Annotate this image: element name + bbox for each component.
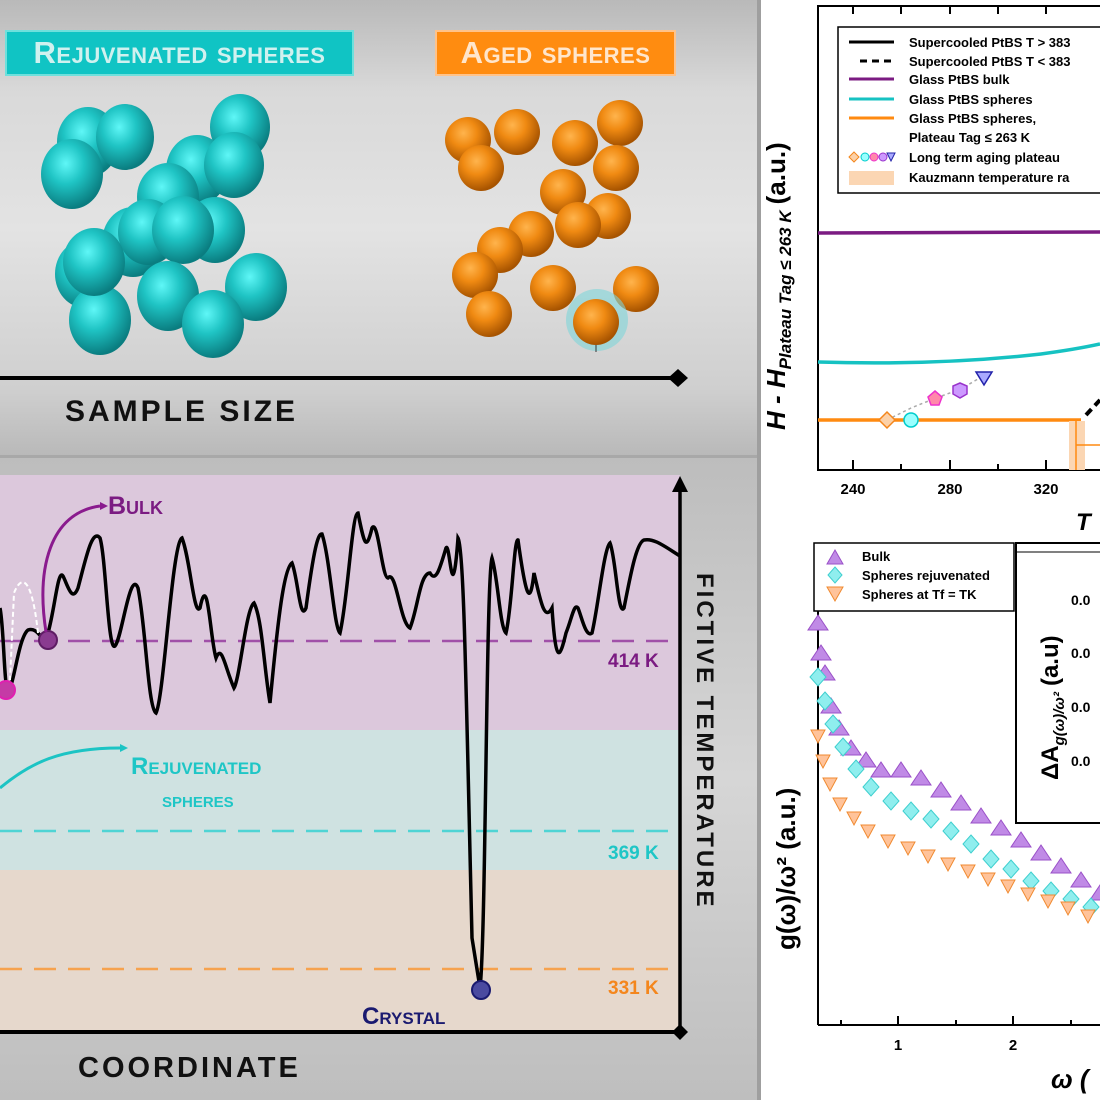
enthalpy-plot: Supercooled PtBS T > 383 Supercooled PtB…	[761, 5, 1100, 536]
sample-size-axis-title: SAMPLE SIZE	[65, 395, 299, 428]
inset-tick-1: 0.0	[1071, 645, 1091, 661]
inset-frame	[1015, 542, 1100, 824]
axis-end-diamond	[668, 369, 688, 387]
rejuvenated-spheres-label: Rejuvenated spheres	[5, 30, 354, 76]
legend-item-3: Glass PtBS spheres	[909, 92, 1033, 107]
energy-landscape-schematic: Bulk Rejuvenated spheres Crystal 414 K 3…	[0, 458, 757, 1100]
crystal-state-marker	[471, 980, 491, 1000]
rejuvenated-arrow	[0, 746, 121, 790]
top-ticks	[852, 6, 1047, 14]
aged-sphere-cluster	[445, 100, 659, 352]
legend-rejuvenated-marker	[827, 566, 843, 584]
vdos-chart: Bulk Spheres rejuvenated Spheres at Tf =…	[761, 540, 1100, 1100]
legend-item-0: Supercooled PtBS T > 383	[909, 35, 1070, 50]
vdos-plot: Bulk Spheres rejuvenated Spheres at Tf =…	[771, 542, 1100, 1094]
xtick-280: 280	[937, 481, 962, 498]
crystal-annotation: Crystal	[362, 1003, 446, 1030]
level-369-label: 369 K	[608, 843, 659, 864]
rejuvenated-sphere-cluster	[41, 94, 287, 358]
rejuvenated-state-marker	[0, 680, 16, 700]
bottom-ticks	[852, 460, 1047, 470]
aging-triangle-marker	[974, 371, 994, 387]
legend-aged: Spheres at Tf = TK	[862, 587, 977, 602]
legend-item-1: Supercooled PtBS T < 383	[909, 54, 1070, 69]
aged-band	[0, 870, 680, 1032]
vdos-legend-box	[813, 542, 1015, 612]
legend-item-2: Glass PtBS bulk	[909, 72, 1010, 87]
legend-box	[837, 26, 1100, 194]
svg-text:ΔAg(ω)/ω²(a.u): ΔAg(ω)/ω²(a.u)	[1037, 635, 1068, 780]
aging-circle-marker	[903, 412, 919, 428]
bulk-glass-line	[817, 230, 1100, 235]
inset-tick-2: 0.0	[1071, 699, 1091, 715]
svg-text:H - HPlateau Tag ≤ 263 K(a.u.): H - HPlateau Tag ≤ 263 K(a.u.)	[761, 142, 795, 430]
spheres-illustration	[0, 94, 688, 387]
xtick-240: 240	[840, 481, 865, 498]
bulk-annotation: Bulk	[108, 492, 164, 520]
panel-divider-vertical	[757, 0, 761, 1100]
aged-spheres-label: Aged spheres	[435, 30, 676, 76]
bulk-state-marker	[38, 630, 58, 650]
inset-tick-3: 0.0	[1071, 753, 1091, 769]
vdos-y-axis-label: g(ω)/ω² (a.u.)	[771, 788, 801, 950]
rejuvenated-annotation-line2: spheres	[162, 789, 234, 812]
supercooled-dashed-line	[1084, 398, 1100, 417]
legend-bulk: Bulk	[862, 549, 891, 564]
aged-series	[810, 729, 1096, 925]
rejuvenated-annotation: Rejuvenated	[131, 753, 262, 780]
aging-hexagon-marker	[952, 382, 968, 399]
sample-size-schematic: Rejuvenated spheres Aged spheres	[0, 0, 757, 458]
x-axis-label: T	[1076, 509, 1093, 536]
inset-y-axis-label: ΔAg(ω)/ω²(a.u)	[1037, 635, 1068, 780]
level-414-label: 414 K	[608, 651, 659, 672]
aging-pentagon-marker	[927, 390, 943, 406]
bulk-arrow	[41, 504, 101, 633]
aging-diamond-marker	[877, 410, 897, 430]
enthalpy-chart: Supercooled PtBS T > 383 Supercooled PtB…	[761, 0, 1100, 540]
legend-item-5: Plateau Tag ≤ 263 K	[909, 130, 1031, 145]
panel-divider	[0, 455, 757, 459]
legend-item-4: Glass PtBS spheres,	[909, 111, 1036, 126]
legend-rejuvenated: Spheres rejuvenated	[862, 568, 990, 583]
legend-bulk-marker	[826, 548, 844, 565]
coordinate-axis-title: COORDINATE	[78, 1052, 301, 1084]
level-331-label: 331 K	[608, 978, 659, 999]
legend-kauzmann-hatch	[849, 171, 894, 185]
legend-aged-marker	[826, 586, 844, 603]
fictive-temperature-title: FICTIVE TEMPERATURE	[691, 573, 718, 910]
legend-aging-markers	[848, 151, 896, 163]
legend-item-7: Kauzmann temperature ra	[909, 170, 1070, 185]
rejuvenated-band	[0, 730, 680, 870]
energy-landscape-curve	[0, 511, 681, 989]
y-axis-label: H - HPlateau Tag ≤ 263 K(a.u.)	[761, 142, 795, 430]
xtick-320: 320	[1033, 481, 1058, 498]
xtick-1: 1	[894, 1037, 902, 1054]
bulk-band	[0, 475, 680, 730]
spheres-glass-line	[817, 342, 1100, 365]
inset-tick-0: 0.0	[1071, 592, 1091, 608]
omega-axis-label: ω (	[1051, 1064, 1092, 1094]
legend-item-6: Long term aging plateau	[909, 150, 1060, 165]
svg-text:g(ω)/ω² (a.u.): g(ω)/ω² (a.u.)	[771, 788, 801, 950]
landscape-plot	[0, 475, 688, 1040]
aging-path-arrow	[9, 581, 39, 681]
xtick-2: 2	[1009, 1037, 1017, 1054]
